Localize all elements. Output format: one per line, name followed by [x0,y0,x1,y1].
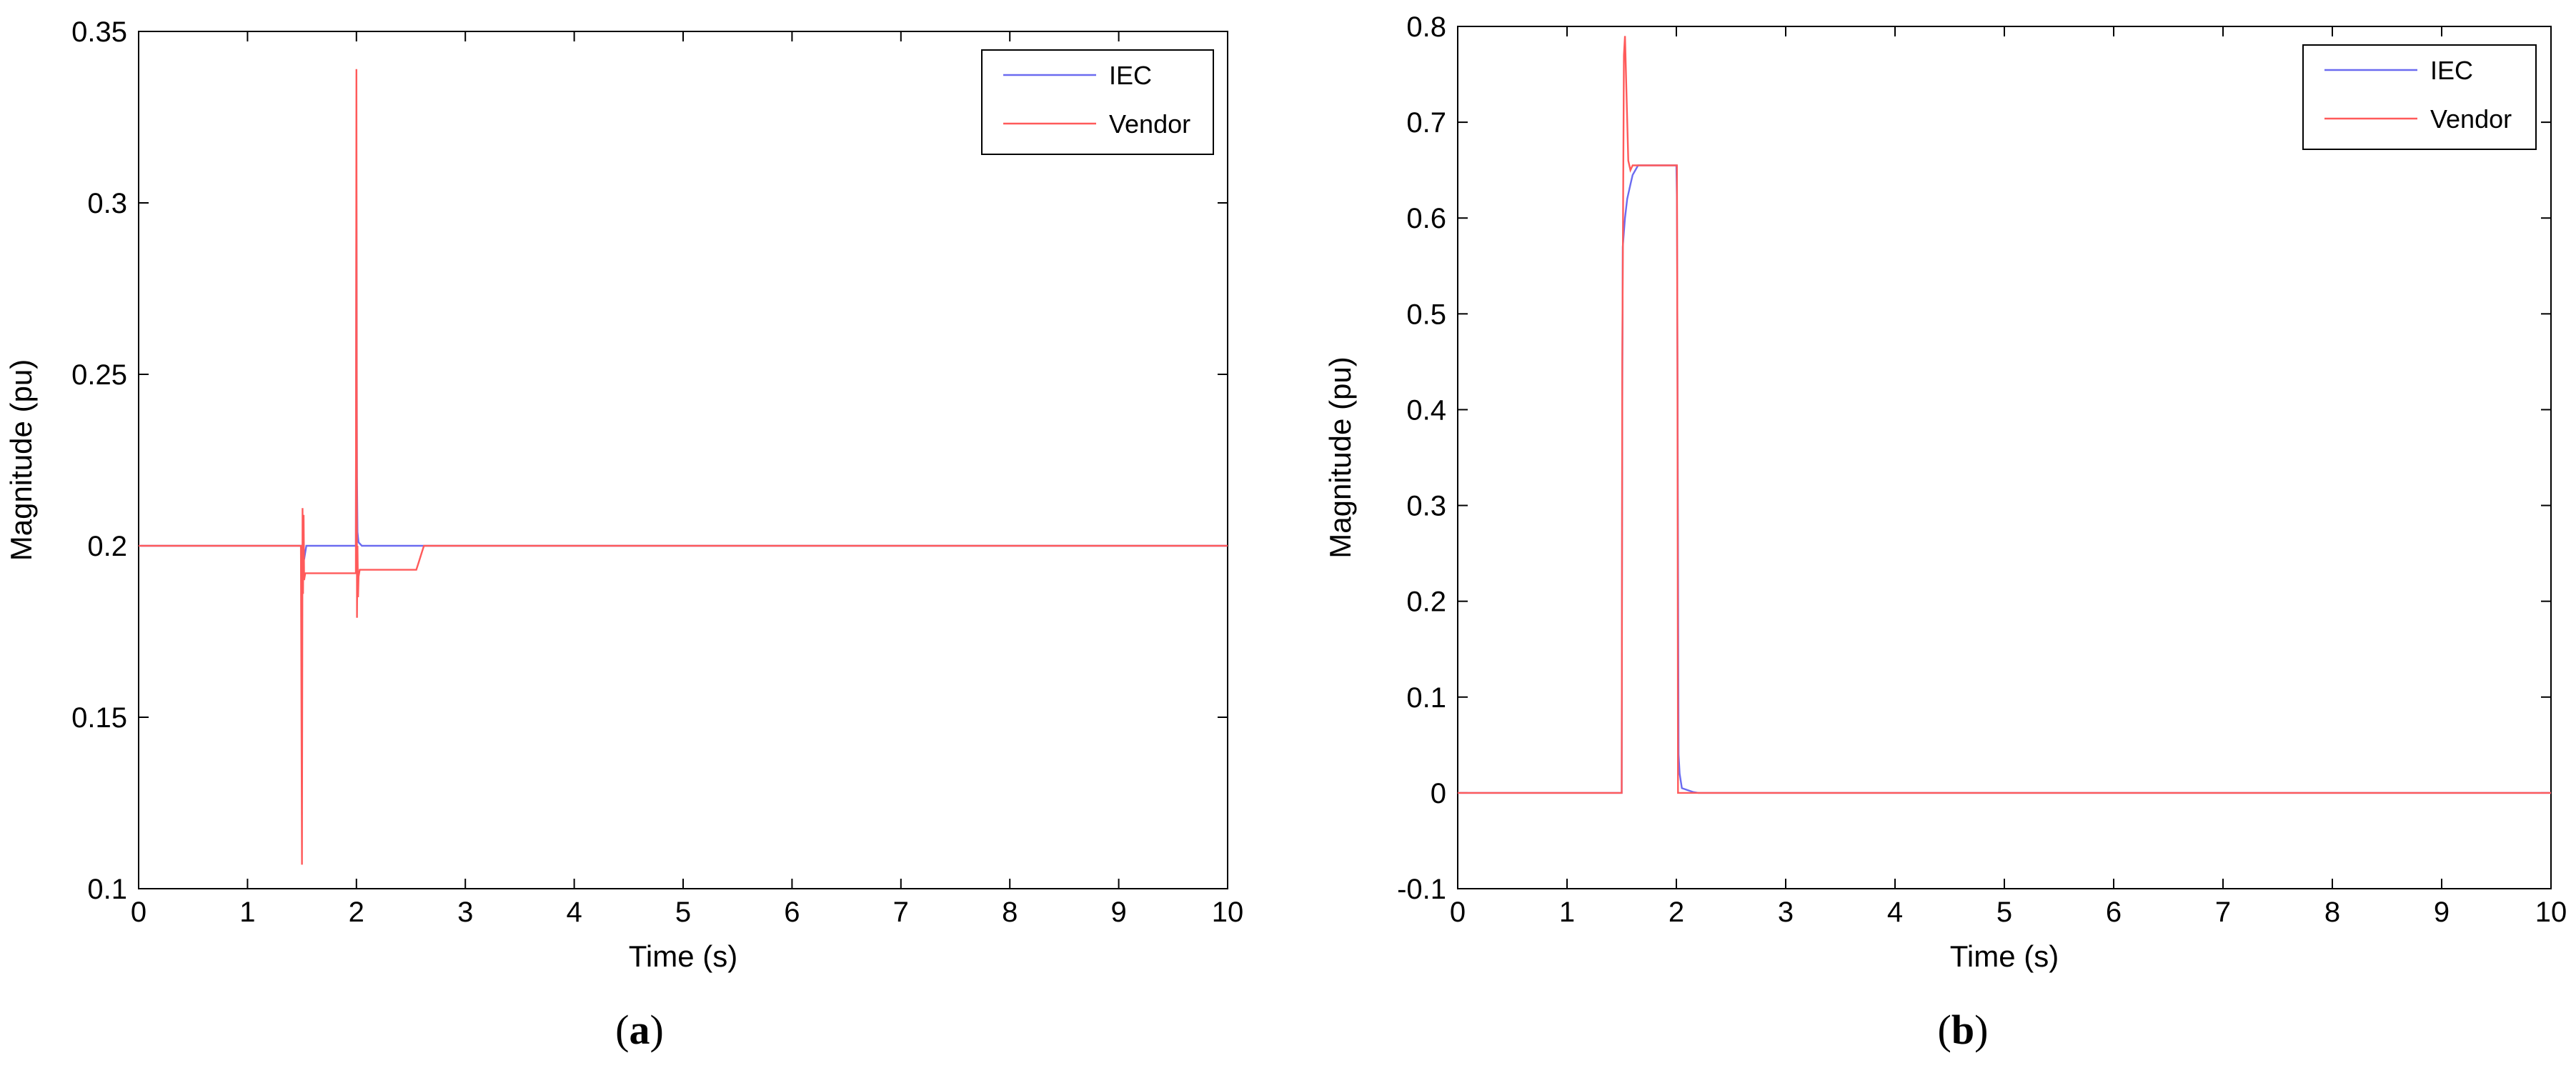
x-tick-label: 1 [239,897,255,928]
legend-label-vendor: Vendor [1109,109,1190,139]
y-tick-label: 0.8 [1406,11,1446,43]
y-tick-label: 0.2 [87,531,127,562]
chart-panel-b: 0 1 2 3 4 5 6 7 8 9 10-0.100.10.20.30.40.50.60.70.… [1323,11,2567,973]
x-tick-label: 4 [566,897,582,928]
caption-a: (a) [615,1007,664,1053]
y-tick-label: 0.15 [71,702,127,734]
x-tick-label: 0 [1450,897,1466,928]
x-tick-label: 1 [1559,897,1575,928]
legend: IEC Vendor [981,49,1214,155]
plot-area [1457,26,2552,889]
series-line-vendor [1458,36,2551,794]
legend-box [981,49,1214,155]
x-tick-label: 9 [1110,897,1126,928]
x-tick-label: 9 [2434,897,2450,928]
x-tick-label: 2 [1669,897,1684,928]
x-tick-label: 4 [1887,897,1903,928]
y-tick-label: 0.4 [1406,394,1446,426]
y-tick-label: 0 [1431,778,1446,809]
x-axis-label: Time (s) [1950,939,2059,973]
y-tick-label: 0.7 [1406,107,1446,139]
legend: IEC Vendor [2302,44,2537,150]
series-line-vendor [139,69,1228,865]
legend-label-iec: IEC [1109,61,1152,90]
chart-panel-a: 0 1 2 3 4 5 6 7 8 9 10 0.1 0.15 0.2 0.25 0.3 0.35 Time (s… [4,16,1243,973]
x-tick-label: 2 [349,897,364,928]
y-tick-label: 0.1 [87,874,127,905]
x-tick-label: 10 [1212,897,1244,928]
y-tick-label: 0.6 [1406,203,1446,234]
y-tick-label: 0.1 [1406,682,1446,714]
x-tick-label: 5 [675,897,691,928]
y-tick-label: -0.1 [1397,874,1446,905]
y-tick-label: 0.2 [1406,587,1446,618]
y-tick-label: 0.25 [71,359,127,391]
x-tick-label: 6 [2106,897,2122,928]
y-tick-label: 0.3 [87,188,127,219]
x-axis-label: Time (s) [629,939,737,973]
legend-label-vendor: Vendor [2430,104,2512,134]
x-tick-label: 0 [131,897,146,928]
legend-box [2302,44,2537,150]
caption-b: (b) [1938,1007,1989,1053]
y-tick-label: 0.35 [71,16,127,48]
legend-label-iec: IEC [2430,56,2473,85]
x-tick-label: 6 [784,897,800,928]
x-tick-label: 10 [2535,897,2567,928]
x-tick-label: 5 [1996,897,2012,928]
plot-area [138,31,1228,889]
y-axis-label: Magnitude (pu) [1323,356,1357,559]
x-tick-label: 3 [457,897,473,928]
x-tick-label: 8 [1002,897,1018,928]
y-axis-label: Magnitude (pu) [4,359,38,562]
x-tick-label: 7 [893,897,909,928]
x-tick-label: 3 [1778,897,1794,928]
x-tick-label: 8 [2324,897,2340,928]
y-tick-label: 0.3 [1406,491,1446,522]
x-tick-label: 7 [2215,897,2231,928]
y-tick-label: 0.5 [1406,299,1446,330]
